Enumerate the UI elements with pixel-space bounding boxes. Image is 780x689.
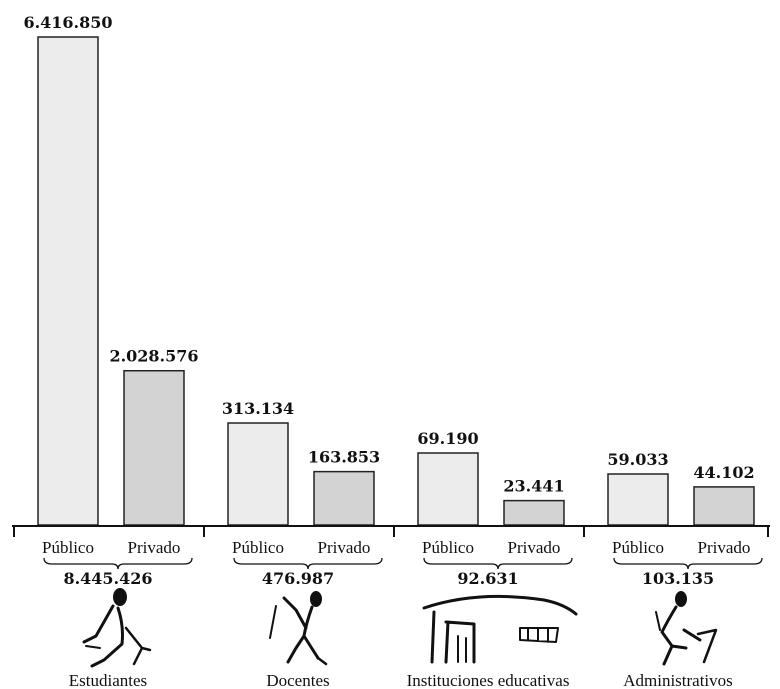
group-bracket (43, 557, 193, 570)
group-bracket (613, 557, 763, 570)
bar-estudiantes-publico (37, 36, 99, 526)
bar-docentes-publico (227, 422, 289, 526)
bar-instituciones-publico (417, 452, 479, 526)
bars-layer (37, 36, 755, 526)
tick-label-privado: Privado (698, 538, 751, 557)
data-label: 69.190 (417, 429, 478, 448)
group-total: 476.987 (262, 569, 334, 588)
data-label: 23.441 (503, 477, 564, 496)
tick-label-privado: Privado (508, 538, 561, 557)
administrative-worker-icon (655, 591, 718, 666)
group-total: 8.445.426 (63, 569, 152, 588)
school-building-icon (422, 594, 578, 664)
category-label: Instituciones educativas (407, 671, 570, 689)
tick-label-publico: Público (42, 538, 94, 557)
tick-label-publico: Público (422, 538, 474, 557)
group-total: 103.135 (642, 569, 714, 588)
data-label: 313.134 (222, 399, 294, 418)
tick-label-privado: Privado (318, 538, 371, 557)
category-label: Docentes (266, 671, 329, 689)
labels-layer: 6.416.850 Público 2.028.576 Privado 8.445.42… (23, 13, 763, 689)
data-label: 6.416.850 (23, 13, 112, 32)
data-label: 163.853 (308, 448, 380, 467)
data-label: 59.033 (607, 450, 668, 469)
group-bracket (233, 557, 383, 570)
tick-label-privado: Privado (128, 538, 181, 557)
bar-administrativos-privado (693, 486, 755, 526)
student-icon (82, 588, 152, 668)
bar-estudiantes-privado (123, 369, 185, 526)
data-label: 2.028.576 (109, 347, 198, 366)
category-label: Estudiantes (69, 671, 147, 689)
bar-administrativos-publico (607, 473, 669, 526)
group-total: 92.631 (457, 569, 518, 588)
bar-docentes-privado (313, 470, 375, 526)
tick-label-publico: Público (612, 538, 664, 557)
data-label: 44.102 (693, 463, 754, 482)
teacher-icon (269, 591, 328, 666)
bar-instituciones-privado (503, 499, 565, 526)
tick-label-publico: Público (232, 538, 284, 557)
group-bracket (423, 557, 573, 570)
x-axis (12, 525, 770, 537)
category-label: Administrativos (623, 671, 733, 689)
